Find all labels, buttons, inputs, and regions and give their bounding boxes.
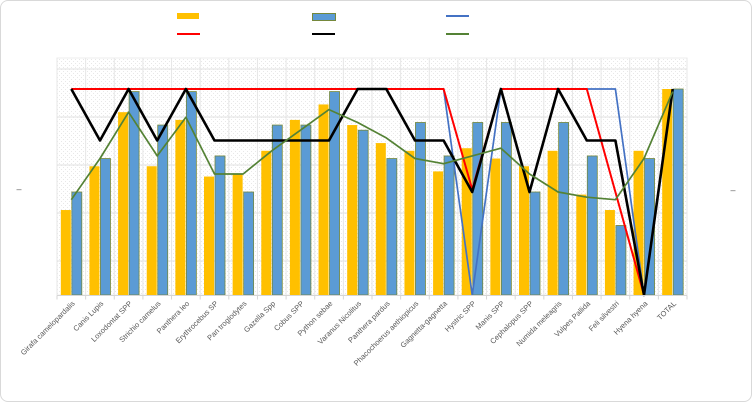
bar-blue-bars-5 (214, 155, 226, 296)
bar-yellow-bars-0 (60, 210, 71, 295)
bar-blue-bars-8 (300, 124, 312, 296)
x-axis-label-14: Hystric SPP (443, 299, 478, 334)
bar-yellow-bars-19 (604, 210, 615, 295)
bar-yellow-bars-9 (318, 104, 329, 295)
bar-blue-bars-3 (157, 124, 169, 296)
x-axis-label-0: Girafa camelopardalis (19, 299, 77, 357)
bar-yellow-bars-17 (547, 150, 558, 295)
bar-yellow-bars-8 (289, 119, 300, 296)
x-axis-label-21: TOTAL (655, 299, 678, 322)
bar-blue-bars-17 (558, 122, 570, 296)
bar-blue-bars-12 (415, 122, 426, 296)
bar-yellow-bars-14 (461, 148, 472, 295)
legend-swatch-line-green (446, 32, 469, 35)
line-series-black-line (70, 87, 674, 297)
bar-blue-bars-16 (529, 191, 541, 296)
bar-yellow-bars-5 (204, 176, 214, 295)
bar-yellow-bars-16 (519, 166, 529, 295)
bar-blue-bars-0 (71, 191, 83, 296)
bar-blue-bars-11 (386, 158, 398, 296)
bar-blue-bars-10 (357, 129, 369, 296)
y-axis-left-tick-label: – (16, 184, 22, 194)
bar-yellow-bars-4 (175, 119, 186, 296)
bar-yellow-bars-6 (232, 173, 243, 295)
bar-blue-bars-18 (586, 155, 598, 296)
legend-swatch-line-black (312, 32, 335, 35)
bar-yellow-bars-7 (261, 150, 272, 295)
bar-blue-bars-21 (672, 88, 684, 296)
bar-yellow-bars-12 (404, 150, 415, 295)
bar-yellow-bars-11 (375, 143, 386, 295)
bar-yellow-bars-18 (576, 194, 587, 295)
bar-yellow-bars-3 (146, 166, 157, 295)
bar-blue-bars-1 (100, 158, 111, 296)
legend-swatch-bars-yellow (177, 13, 199, 19)
legend-swatch-line-red (177, 32, 200, 35)
bar-blue-bars-15 (500, 122, 512, 296)
bar-blue-bars-19 (615, 225, 627, 296)
bar-yellow-bars-21 (662, 89, 673, 295)
bar-blue-bars-14 (472, 122, 484, 296)
bar-yellow-bars-1 (89, 166, 100, 295)
y-axis-right-tick-label: – (730, 185, 736, 195)
bar-yellow-bars-20 (633, 150, 644, 295)
bar-yellow-bars-15 (490, 158, 501, 295)
bar-yellow-bars-10 (347, 125, 358, 295)
bar-blue-bars-13 (443, 155, 455, 296)
bar-blue-bars-7 (271, 124, 283, 296)
bar-yellow-bars-2 (118, 112, 129, 295)
bar-yellow-bars-13 (433, 171, 444, 295)
line-series-green-line (70, 91, 674, 201)
legend-swatch-bars-blue (312, 13, 336, 21)
legend-swatch-line-blue (446, 14, 469, 17)
bar-blue-bars-6 (243, 191, 255, 296)
